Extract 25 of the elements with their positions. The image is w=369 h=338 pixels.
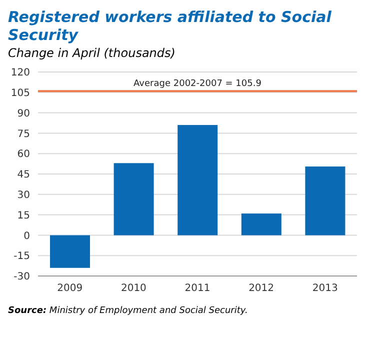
y-tick-label: 120 bbox=[10, 68, 30, 79]
y-tick-label: -30 bbox=[14, 272, 30, 283]
y-tick-label: 30 bbox=[17, 190, 30, 201]
ref-line-label: Average 2002-2007 = 105.9 bbox=[134, 79, 262, 90]
chart-subtitle: Change in April (thousands) bbox=[8, 46, 176, 60]
y-tick-label: 45 bbox=[17, 170, 30, 181]
bar bbox=[305, 166, 346, 236]
chart-title: Registered workers affiliated to Social Security bbox=[8, 8, 332, 44]
x-tick-label: 2009 bbox=[57, 283, 83, 294]
y-tick-label: -15 bbox=[14, 251, 30, 262]
y-tick-label: 75 bbox=[17, 128, 30, 140]
bar bbox=[114, 163, 154, 236]
x-tick-label: 2010 bbox=[120, 283, 146, 294]
y-tick-label: 90 bbox=[17, 108, 30, 120]
x-tick-label: 2013 bbox=[312, 283, 338, 294]
bar bbox=[50, 235, 90, 268]
y-tick-label: 15 bbox=[17, 210, 30, 222]
x-tick-label: 2011 bbox=[184, 283, 210, 294]
bar bbox=[241, 213, 282, 236]
bar bbox=[178, 125, 218, 236]
y-tick-label: 60 bbox=[17, 149, 30, 160]
x-tick-label: 2012 bbox=[248, 283, 274, 294]
y-tick-label: 105 bbox=[10, 88, 30, 99]
y-tick-label: 0 bbox=[24, 230, 30, 242]
source-note: Source: Ministry of Employment and Social Security. bbox=[8, 306, 248, 316]
